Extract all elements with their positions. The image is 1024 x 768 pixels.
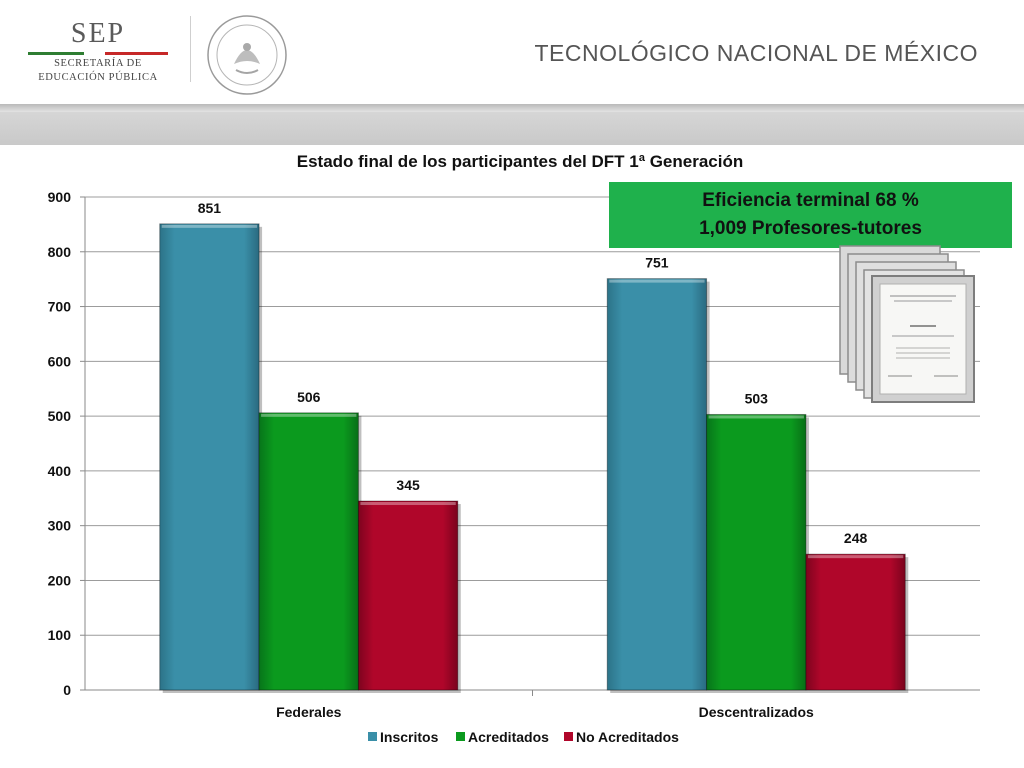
bar <box>159 223 260 691</box>
y-tick-label: 900 <box>48 189 72 205</box>
bar <box>706 413 807 691</box>
sep-subtitle-1: SECRETARÍA DE <box>54 58 142 69</box>
bar <box>258 412 359 691</box>
bars <box>159 223 909 693</box>
sep-tricolor-line <box>28 52 168 55</box>
bar-highlight <box>609 279 705 283</box>
bar-highlight <box>360 502 456 506</box>
data-label: 345 <box>396 477 420 493</box>
data-label: 248 <box>844 530 868 546</box>
legend-label: Inscritos <box>380 729 439 745</box>
data-label: 751 <box>645 255 669 271</box>
institution-title: TECNOLÓGICO NACIONAL DE MÉXICO <box>534 40 978 66</box>
legend-swatch <box>368 732 377 741</box>
y-tick-label: 300 <box>48 518 72 534</box>
x-axis-categories: Federales Descentralizados <box>276 704 814 720</box>
sep-logo: SEP SECRETARÍA DE EDUCACIÓN PÚBLICA <box>28 18 178 88</box>
callout-line-2: 1,009 Profesores-tutores <box>699 218 922 239</box>
y-tick-label: 400 <box>48 463 72 479</box>
data-label: 503 <box>745 390 769 406</box>
bar <box>606 278 708 691</box>
sep-title: SEP <box>70 18 126 49</box>
bar-highlight <box>807 555 904 559</box>
y-tick-label: 800 <box>48 244 72 260</box>
y-tick-label: 700 <box>48 299 72 315</box>
header-divider <box>190 16 191 82</box>
bar-highlight <box>161 224 258 228</box>
diplomas-image <box>839 245 975 403</box>
callout-line-1: Eficiencia terminal 68 % <box>702 190 919 211</box>
bar-highlight <box>708 415 804 419</box>
y-tick-label: 600 <box>48 353 72 369</box>
data-label: 851 <box>198 200 222 216</box>
bar-highlight <box>261 413 357 417</box>
legend-swatch <box>456 732 465 741</box>
x-category-label: Federales <box>276 704 342 720</box>
y-tick-label: 100 <box>48 627 72 643</box>
grey-band <box>0 112 1024 145</box>
chart-title: Estado final de los participantes del DF… <box>297 152 744 171</box>
header-shadow <box>0 104 1024 112</box>
data-labels: 851 506 345 751 503 248 <box>198 200 868 546</box>
y-tick-label: 500 <box>48 408 72 424</box>
y-tick-label: 200 <box>48 572 72 588</box>
legend-swatch <box>564 732 573 741</box>
y-tick-label: 0 <box>63 682 71 698</box>
efficiency-callout: Eficiencia terminal 68 % 1,009 Profesore… <box>609 182 1012 248</box>
header: SEP SECRETARÍA DE EDUCACIÓN PÚBLICA TECN… <box>0 0 1024 104</box>
mexican-seal-icon <box>207 15 287 95</box>
legend-label: Acreditados <box>468 729 549 745</box>
legend: Inscritos Acreditados No Acreditados <box>368 729 679 745</box>
legend-label: No Acreditados <box>576 729 679 745</box>
x-category-label: Descentralizados <box>699 704 814 720</box>
y-axis-ticks: 0 100 200 300 400 500 600 700 800 900 <box>48 189 72 698</box>
bar <box>805 553 906 691</box>
sep-subtitle-2: EDUCACIÓN PÚBLICA <box>38 72 158 83</box>
bar <box>357 500 459 691</box>
data-label: 506 <box>297 389 321 405</box>
bar-chart: Estado final de los participantes del DF… <box>48 152 980 745</box>
